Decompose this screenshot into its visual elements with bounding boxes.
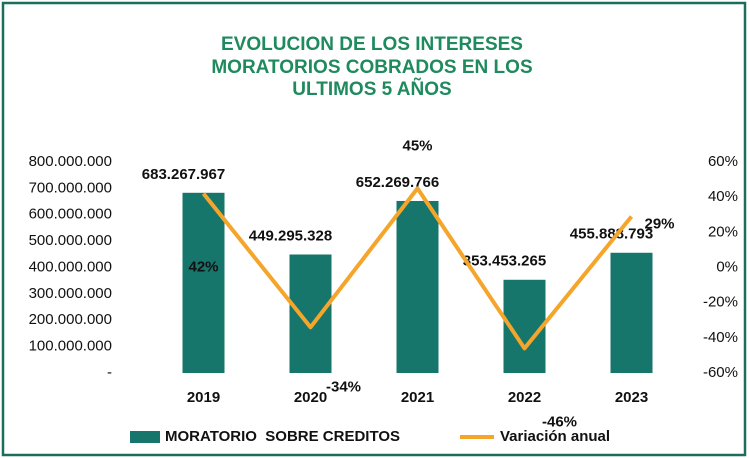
- chart-title: ULTIMOS 5 AÑOS: [292, 78, 451, 100]
- line: [201, 186, 634, 351]
- y2-tick-label: 20%: [708, 223, 738, 240]
- line-value-label: 29%: [644, 215, 674, 232]
- x-tick-label: 2019: [187, 389, 220, 406]
- y-tick-label: 600.000.000: [29, 206, 112, 223]
- line-value-label: 42%: [188, 259, 218, 276]
- y2-tick-label: -60%: [703, 364, 738, 381]
- y2-tick-label: -40%: [703, 329, 738, 346]
- bar: [610, 252, 653, 373]
- legend-swatch: [130, 431, 160, 443]
- x-tick-label: 2020: [294, 389, 327, 406]
- bar: [182, 192, 225, 373]
- y-tick-label: -: [107, 364, 112, 381]
- bar-value-label: 449.295.328: [249, 227, 332, 244]
- y-tick-label: 800.000.000: [29, 153, 112, 170]
- y-tick-label: 100.000.000: [29, 338, 112, 355]
- bar-value-label: 652.269.766: [356, 174, 439, 191]
- y-tick-label: 400.000.000: [29, 258, 112, 275]
- chart-title: EVOLUCION DE LOS INTERESES: [221, 34, 523, 55]
- x-tick-label: 2021: [401, 389, 434, 406]
- line-value-label: 45%: [402, 137, 432, 154]
- y-tick-label: 200.000.000: [29, 311, 112, 328]
- line-value-label: -34%: [326, 378, 361, 395]
- bar-value-label: 683.267.967: [142, 166, 225, 183]
- y2-tick-label: -20%: [703, 294, 738, 311]
- x-tick-label: 2023: [615, 389, 648, 406]
- bar-value-label: 353.453.265: [463, 253, 546, 270]
- legend-label: Variación anual: [500, 428, 610, 445]
- legend-label: MORATORIO SOBRE CREDITOS: [165, 428, 400, 445]
- y-tick-label: 500.000.000: [29, 232, 112, 249]
- y2-tick-label: 0%: [716, 258, 738, 275]
- bar: [289, 254, 332, 373]
- y2-tick-label: 60%: [708, 153, 738, 170]
- bar-value-label: 455.888.793: [570, 226, 653, 243]
- x-tick-label: 2022: [508, 389, 541, 406]
- y-tick-label: 300.000.000: [29, 285, 112, 302]
- bar: [396, 200, 439, 373]
- line-value-label: -46%: [542, 413, 577, 430]
- y-tick-label: 700.000.000: [29, 179, 112, 196]
- y2-tick-label: 40%: [708, 188, 738, 205]
- chart-title: MORATORIOS COBRADOS EN LOS: [211, 57, 532, 78]
